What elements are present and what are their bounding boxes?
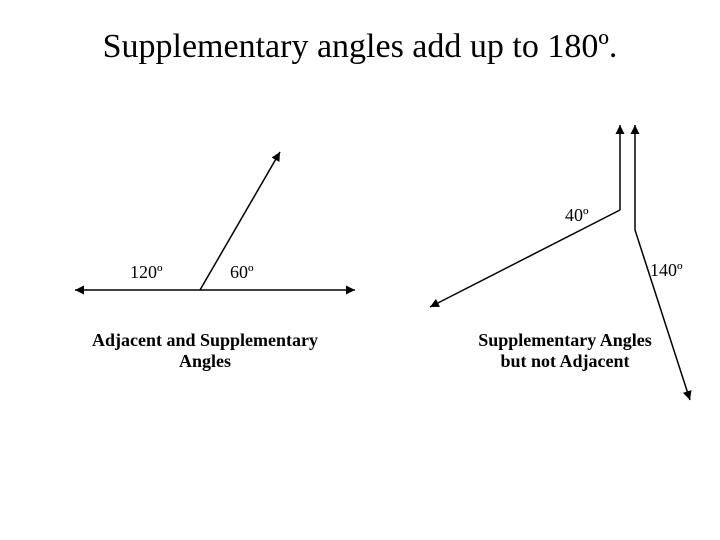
diagram-supplementary-not-adjacent: 40º 140º — [410, 120, 710, 420]
label-40: 40º — [565, 205, 589, 226]
label-140: 140º — [650, 260, 683, 281]
page-title: Supplementary angles add up to 180º. — [0, 28, 720, 66]
label-120: 120º — [130, 262, 163, 283]
caption-supplementary-not-adjacent: Supplementary Anglesbut not Adjacent — [450, 330, 680, 372]
caption-adjacent-supplementary: Adjacent and SupplementaryAngles — [70, 330, 340, 372]
adjacent-supplementary-svg — [70, 130, 370, 350]
label-60: 60º — [230, 262, 254, 283]
diagram-adjacent-supplementary: 120º 60º — [70, 130, 370, 350]
